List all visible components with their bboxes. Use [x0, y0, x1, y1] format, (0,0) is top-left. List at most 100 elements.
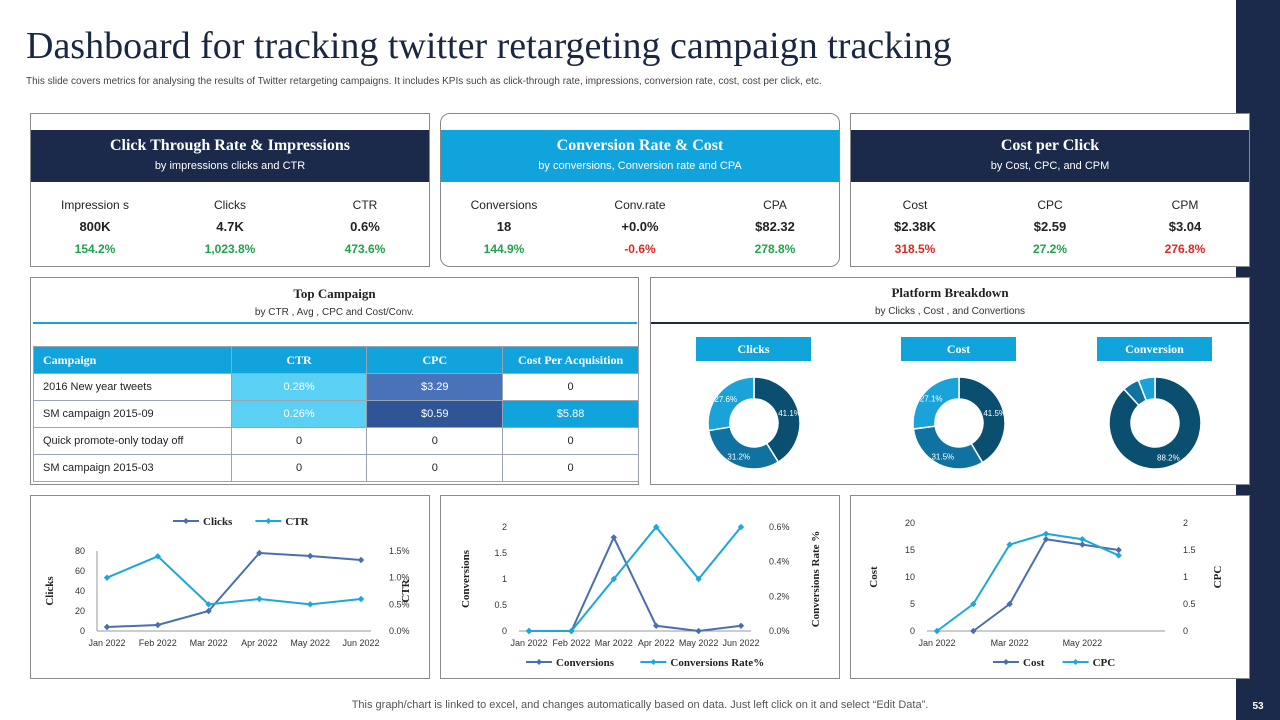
x-tick-label: Feb 2022	[139, 638, 177, 648]
data-point	[256, 595, 263, 603]
data-point	[256, 549, 263, 557]
clicks-ctr-chart: 0 20 40 60 80 0.0% 0.5% 1.0% 1.5% Jan 2022 Feb 202…	[44, 516, 412, 648]
donut-slice	[912, 425, 984, 470]
campaign-table: Campaign CTR CPC Cost Per Acquisition 20…	[33, 346, 639, 482]
metric-delta-cost: 318.5%	[894, 242, 936, 256]
metric-delta-cpa: 278.8%	[754, 242, 796, 256]
y-tick-label: 0.5	[494, 600, 507, 610]
metric-value-ctr: 0.6%	[350, 219, 380, 234]
footnote: This graph/chart is linked to excel, and…	[351, 699, 929, 711]
legend-marker	[183, 518, 189, 524]
metric-value-clicks: 4.7K	[216, 219, 244, 234]
data-point	[695, 575, 702, 583]
donut-label-clicks: Clicks	[696, 337, 811, 361]
donut-slice-label: 31.5%	[931, 452, 954, 461]
series-line-cost	[972, 538, 1119, 632]
donut-label-cost: Cost	[901, 337, 1016, 361]
table-cell: 0	[230, 454, 368, 482]
kpi-card-cost-per-click: Cost per Click by Cost, CPC, and CPM Cos…	[850, 113, 1250, 267]
table-row: 2016 New year tweets 0.28% $3.29 0	[33, 373, 639, 401]
x-tick-label: Mar 2022	[991, 638, 1029, 648]
table-row: SM campaign 2015-09 0.26% $0.59 $5.88	[33, 400, 639, 428]
donut-slice-label: 41.5%	[983, 409, 1006, 418]
y2-tick-label: 1.0%	[389, 573, 410, 583]
data-point	[103, 623, 111, 631]
y-tick-label: 0	[502, 626, 507, 636]
legend-label: Conversions	[556, 657, 615, 669]
data-point	[695, 627, 702, 635]
y2-tick-label: 1	[1183, 572, 1188, 582]
table-cell: 0	[502, 454, 639, 482]
legend-marker	[1003, 659, 1009, 665]
legend-label: Conversions Rate%	[670, 657, 764, 669]
legend-marker	[650, 659, 657, 665]
y-tick-label: 2	[502, 522, 507, 532]
x-tick-label: Mar 2022	[595, 638, 633, 648]
legend-label: Cost	[1023, 657, 1045, 669]
kpi-card-header: Cost per Click by Cost, CPC, and CPM	[851, 130, 1249, 182]
metric-value-conversions: 18	[496, 219, 512, 234]
y2-tick-label: 0.0%	[389, 626, 410, 636]
kpi-card-title: Cost per Click	[1000, 137, 1100, 154]
metric-value-cpm: $3.04	[1168, 219, 1202, 234]
table-cell: 0	[230, 427, 368, 455]
legend-marker	[536, 659, 542, 665]
y2-tick-label: 0.2%	[769, 591, 790, 601]
metric-delta-cpc: 27.2%	[1032, 242, 1068, 256]
kpi-card-ctr-impressions: Click Through Rate & Impressions by impr…	[30, 113, 430, 267]
data-point	[1079, 536, 1086, 543]
donut-slice	[707, 376, 755, 432]
table-cell: 0.28%	[230, 373, 368, 401]
page-title: Dashboard for tracking twitter retargeti…	[26, 25, 952, 67]
y2-tick-label: 1.5	[1183, 545, 1196, 555]
x-tick-label: Jun 2022	[722, 638, 759, 648]
table-cell: 0.26%	[230, 400, 368, 428]
metric-delta-conv-rate: -0.6%	[624, 242, 656, 256]
metric-value-cost: $2.38K	[894, 219, 936, 234]
top-campaign-title: Top Campaign	[293, 286, 376, 301]
metric-label-conversions: Conversions	[470, 198, 538, 212]
metric-delta-impressions: 154.2%	[74, 242, 116, 256]
y2-tick-label: 0.5	[1183, 599, 1196, 609]
table-cell: 0	[502, 373, 639, 401]
platform-breakdown-panel: Platform Breakdown by Clicks , Cost , an…	[650, 277, 1250, 485]
legend-label: CTR	[285, 516, 309, 528]
metric-label-cpm: CPM	[1171, 198, 1199, 212]
x-tick-label: Feb 2022	[552, 638, 590, 648]
data-point	[205, 607, 212, 615]
data-point	[307, 601, 314, 608]
metric-value-cpc: $2.59	[1033, 219, 1067, 234]
y-tick-label: 60	[75, 566, 85, 576]
column-header-ctr: CTR	[230, 346, 368, 374]
y2-tick-label: 2	[1183, 518, 1188, 528]
donut-slice-label: 41.1%	[778, 409, 801, 418]
conversions-chart: 0 0.5 1 1.5 2 0.0% 0.2% 0.4% 0.6% Jan 2022 Feb 202…	[460, 522, 822, 669]
data-point	[1115, 546, 1122, 554]
donut-slice-label: 88.2%	[1157, 453, 1180, 462]
table-cell: 0	[502, 427, 639, 455]
donut-slice	[1108, 376, 1202, 470]
kpi-card-conversion-cost: Conversion Rate & Cost by conversions, C…	[440, 113, 840, 267]
cost-cpc-chart: 0 5 10 15 20 0 0.5 1 1.5 2 Jan 2022 Mar 2022 May 202…	[868, 518, 1224, 669]
y-tick-label: 80	[75, 546, 85, 556]
data-point	[610, 534, 617, 541]
legend-label: CPC	[1093, 657, 1116, 669]
donut-slice-label: 31.2%	[727, 453, 750, 462]
page-subtitle: This slide covers metrics for analysing …	[26, 76, 822, 87]
cost-cpc-chart-panel: 0 5 10 15 20 0 0.5 1 1.5 2 Jan 2022 Mar 2022 May 202…	[850, 495, 1250, 679]
table-row: Quick promote-only today off 0 0 0	[33, 427, 639, 455]
donut-slice	[1137, 376, 1156, 402]
table-header-row: Campaign CTR CPC Cost Per Acquisition	[33, 346, 639, 374]
data-point	[737, 622, 745, 629]
y2-tick-label: 0	[1183, 626, 1188, 636]
data-point	[568, 627, 575, 635]
data-point	[103, 574, 111, 581]
legend-label: Clicks	[203, 516, 233, 528]
data-point	[357, 595, 365, 603]
donut-label-conversion: Conversion	[1097, 337, 1212, 361]
donut-slice	[912, 376, 960, 430]
x-tick-label: Jun 2022	[342, 638, 379, 648]
kpi-card-subtitle: by impressions clicks and CTR	[154, 160, 306, 172]
kpi-card-header: Conversion Rate & Cost by conversions, C…	[441, 130, 839, 182]
data-point	[525, 627, 533, 635]
